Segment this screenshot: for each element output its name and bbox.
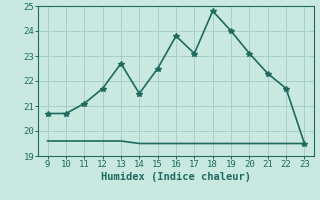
X-axis label: Humidex (Indice chaleur): Humidex (Indice chaleur) bbox=[101, 172, 251, 182]
